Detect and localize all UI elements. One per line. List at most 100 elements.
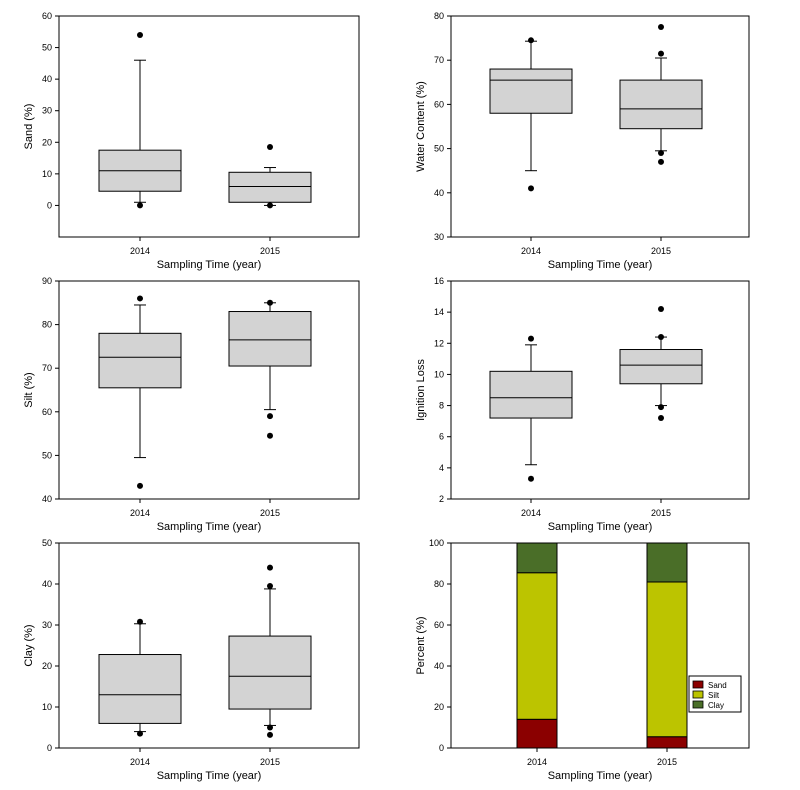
composition-y-tick-label: 80 — [434, 579, 444, 589]
bar-clay-2014 — [516, 542, 558, 574]
water-y-tick-label: 60 — [434, 99, 444, 109]
sand-y-tick-label: 30 — [42, 106, 52, 116]
water-box-2015 — [619, 24, 703, 165]
box-iqr — [489, 370, 573, 419]
outlier-point — [267, 299, 273, 306]
sand-box-2015 — [228, 144, 312, 209]
composition-y-tick-label: 100 — [429, 538, 444, 548]
silt-y-tick-label: 80 — [42, 320, 52, 330]
legend-label-silt: Silt — [708, 691, 720, 700]
clay-x-axis-title: Sampling Time (year) — [157, 770, 262, 782]
sand-y-tick-label: 20 — [42, 137, 52, 147]
water-x-tick-label: 2015 — [651, 246, 671, 256]
silt-box-2014 — [98, 295, 182, 489]
box-iqr — [228, 635, 312, 710]
clay-y-tick-label: 0 — [47, 743, 52, 753]
outlier-point — [528, 475, 534, 482]
bar-sand-2014 — [516, 718, 558, 749]
silt-x-tick-label: 2014 — [130, 508, 150, 518]
box-iqr — [619, 349, 703, 385]
ignition-box-2015 — [619, 306, 703, 422]
ignition-y-axis-title: Ignition Loss — [415, 359, 427, 421]
bar-silt-2015 — [646, 581, 688, 738]
ignition-x-tick-label: 2014 — [521, 508, 541, 518]
composition-x-tick-label: 2014 — [527, 757, 547, 767]
outlier-point — [658, 306, 664, 313]
water-y-tick-label: 40 — [434, 188, 444, 198]
outlier-point — [528, 185, 534, 192]
water-x-axis-title: Sampling Time (year) — [548, 259, 653, 271]
silt-box-2015 — [228, 299, 312, 439]
sand-y-tick-label: 10 — [42, 169, 52, 179]
outlier-point — [267, 583, 273, 590]
outlier-point — [267, 202, 273, 209]
outlier-point — [267, 564, 273, 571]
outlier-point — [658, 415, 664, 422]
outlier-point — [267, 724, 273, 731]
clay-y-tick-label: 20 — [42, 661, 52, 671]
composition-y-tick-label: 0 — [439, 743, 444, 753]
box-iqr — [489, 68, 573, 114]
ignition-plot-frame — [450, 280, 750, 500]
clay-y-axis-title: Clay (%) — [23, 624, 35, 666]
outlier-point — [137, 618, 143, 625]
outlier-point — [658, 158, 664, 165]
outlier-point — [658, 334, 664, 341]
ignition-panel: 2 4 6 8 10 12 14 16 2014 2015 Sampling Time (year)… — [415, 276, 750, 533]
outlier-point — [658, 24, 664, 31]
water-x-tick-label: 2014 — [521, 246, 541, 256]
outlier-point — [658, 50, 664, 57]
silt-y-tick-label: 60 — [42, 407, 52, 417]
clay-panel: 0 10 20 30 40 50 2014 2015 Sampling Time (year) C… — [23, 538, 360, 782]
ignition-y-tick-label: 16 — [434, 276, 444, 286]
ignition-box-2014 — [489, 335, 573, 482]
box-iqr — [228, 171, 312, 203]
ignition-y-tick-label: 10 — [434, 369, 444, 379]
composition-x-tick-label: 2015 — [657, 757, 677, 767]
water-y-tick-label: 70 — [434, 55, 444, 65]
outlier-point — [137, 730, 143, 737]
outlier-point — [528, 335, 534, 342]
silt-y-tick-label: 70 — [42, 363, 52, 373]
legend-swatch-clay — [692, 700, 704, 709]
sand-y-tick-label: 50 — [42, 43, 52, 53]
box-iqr — [619, 79, 703, 130]
sand-x-axis-title: Sampling Time (year) — [157, 259, 262, 271]
water-plot-frame — [450, 15, 750, 238]
composition-plot-frame — [450, 542, 750, 749]
composition-y-axis-title: Percent (%) — [415, 616, 427, 674]
clay-x-tick-label: 2015 — [260, 757, 280, 767]
sand-plot-frame — [58, 15, 360, 238]
composition-panel: 0 20 40 60 80 100 2014 2015 Sampling Time (year)… — [415, 538, 750, 782]
outlier-point — [267, 432, 273, 439]
composition-y-tick-label: 60 — [434, 620, 444, 630]
silt-y-tick-label: 40 — [42, 494, 52, 504]
sand-box-2014 — [98, 31, 182, 209]
outlier-point — [137, 482, 143, 489]
legend-label-sand: Sand — [708, 681, 727, 690]
outlier-point — [267, 413, 273, 420]
clay-y-tick-label: 10 — [42, 702, 52, 712]
outlier-point — [658, 404, 664, 411]
outlier-point — [528, 37, 534, 44]
legend-label-clay: Clay — [708, 701, 724, 710]
water-panel: 30 40 50 60 70 80 2014 2015 Sampling Time (year)… — [415, 11, 750, 271]
box-iqr — [98, 654, 182, 724]
ignition-y-tick-label: 8 — [439, 401, 444, 411]
water-box-2014 — [489, 37, 573, 192]
box-iqr — [98, 332, 182, 389]
ignition-y-tick-label: 14 — [434, 307, 444, 317]
outlier-point — [267, 731, 273, 738]
clay-plot-frame — [58, 542, 360, 749]
ignition-y-tick-label: 4 — [439, 463, 444, 473]
outlier-point — [658, 150, 664, 157]
water-y-tick-label: 50 — [434, 144, 444, 154]
composition-x-axis-title: Sampling Time (year) — [548, 770, 653, 782]
clay-y-tick-label: 40 — [42, 579, 52, 589]
silt-x-axis-title: Sampling Time (year) — [157, 521, 262, 533]
sand-y-tick-label: 60 — [42, 11, 52, 21]
silt-x-tick-label: 2015 — [260, 508, 280, 518]
bar-sand-2015 — [646, 736, 688, 749]
